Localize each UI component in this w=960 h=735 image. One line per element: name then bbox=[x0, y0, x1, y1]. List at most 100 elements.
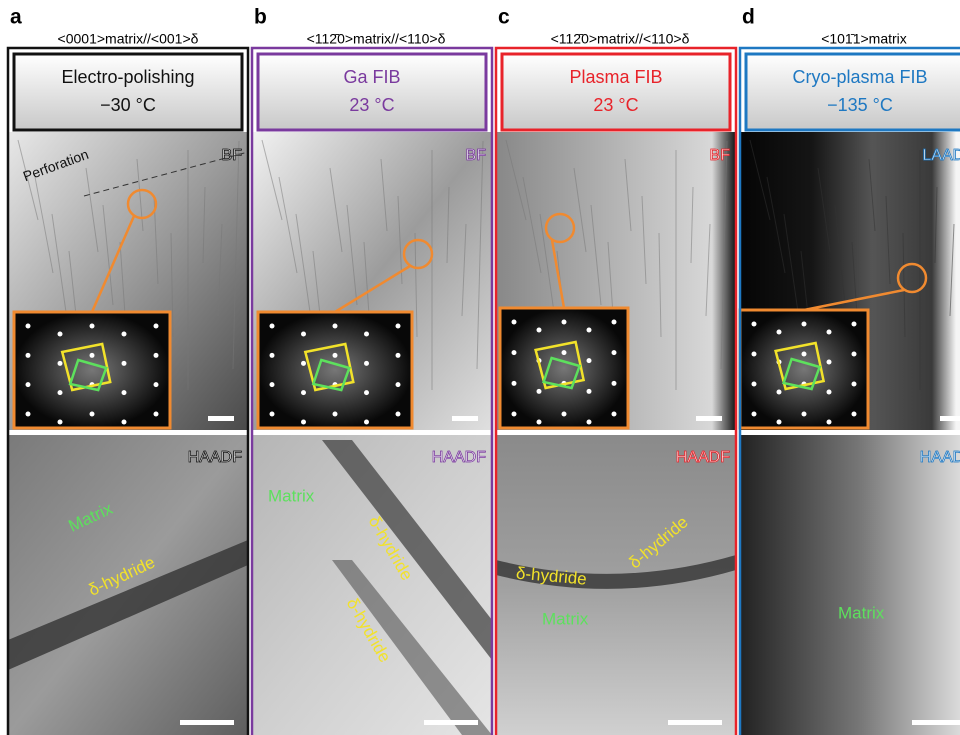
mode-label: HAADF bbox=[432, 449, 486, 466]
spot bbox=[611, 350, 617, 356]
spot bbox=[153, 411, 159, 417]
spot bbox=[851, 381, 857, 387]
texture bbox=[278, 176, 298, 274]
texture bbox=[414, 232, 418, 338]
spot bbox=[269, 352, 275, 358]
spot bbox=[751, 381, 757, 387]
spot bbox=[89, 352, 95, 358]
texture bbox=[658, 232, 662, 338]
arrow bbox=[334, 264, 411, 314]
temperature: −135 °C bbox=[827, 95, 893, 115]
spot bbox=[751, 321, 757, 327]
spot bbox=[561, 350, 567, 356]
texture bbox=[749, 139, 771, 221]
region-marker bbox=[544, 212, 576, 244]
spot bbox=[826, 419, 832, 425]
annotation: Matrix bbox=[542, 609, 589, 628]
texture bbox=[446, 186, 450, 264]
spot bbox=[301, 331, 306, 337]
mode-label: BF bbox=[466, 147, 487, 164]
texture bbox=[51, 213, 69, 327]
mode-label: LAADF bbox=[922, 147, 960, 164]
zone-axis: <112̄0>matrix//<110>δ bbox=[307, 31, 446, 47]
spot bbox=[801, 321, 807, 327]
column-frame bbox=[494, 46, 738, 735]
spot bbox=[153, 382, 159, 388]
texture bbox=[868, 158, 876, 232]
panel: b <112̄0>matrix//<110>δ Ga FIB 23 °C BF HAADF… bbox=[250, 6, 494, 735]
spot bbox=[611, 319, 617, 325]
method: Plasma FIB bbox=[569, 67, 662, 87]
pattern-yellow bbox=[774, 341, 826, 391]
method-box bbox=[12, 52, 244, 132]
spot bbox=[801, 351, 807, 357]
spot bbox=[301, 360, 306, 366]
method-box bbox=[500, 52, 732, 132]
spot bbox=[332, 411, 338, 417]
texture bbox=[102, 204, 114, 306]
diffraction-inset bbox=[498, 306, 630, 430]
mode-label: HAADF bbox=[188, 449, 242, 466]
pattern-yellow bbox=[534, 340, 586, 390]
panel: a <0001>matrix//<001>δ Electro-polishing −3… bbox=[6, 6, 250, 735]
spot bbox=[57, 419, 63, 425]
haadf-image bbox=[740, 435, 960, 735]
spot bbox=[25, 411, 31, 417]
texture bbox=[624, 158, 632, 232]
spot bbox=[57, 360, 63, 366]
spot bbox=[561, 411, 567, 417]
spot bbox=[121, 419, 127, 425]
zone-axis: <101̄1>matrix bbox=[821, 31, 907, 47]
temperature: −30 °C bbox=[100, 95, 156, 115]
texture bbox=[522, 176, 542, 274]
column-frame bbox=[250, 46, 494, 735]
spot bbox=[332, 323, 338, 329]
pattern-green bbox=[311, 358, 351, 392]
scale-bar bbox=[180, 720, 234, 725]
texture bbox=[329, 167, 343, 253]
texture bbox=[705, 223, 711, 317]
spot bbox=[851, 321, 857, 327]
spot bbox=[364, 419, 369, 425]
spot bbox=[776, 329, 782, 335]
scale-bar bbox=[452, 416, 478, 421]
spot bbox=[121, 390, 127, 396]
spot bbox=[826, 329, 832, 335]
spot bbox=[611, 411, 617, 417]
spot bbox=[57, 331, 63, 337]
arrow bbox=[550, 239, 566, 309]
spot bbox=[561, 319, 567, 325]
spot bbox=[586, 388, 592, 394]
texture bbox=[934, 186, 938, 264]
hydride-band bbox=[8, 540, 248, 670]
spot bbox=[121, 331, 127, 337]
spot bbox=[364, 360, 369, 366]
spot bbox=[511, 380, 517, 386]
column-frame bbox=[6, 46, 250, 735]
spot bbox=[364, 331, 369, 337]
annotation: Matrix bbox=[838, 603, 885, 622]
spot bbox=[536, 419, 542, 425]
texture bbox=[949, 223, 955, 317]
spot bbox=[332, 352, 338, 358]
spot bbox=[395, 411, 401, 417]
spot bbox=[89, 411, 95, 417]
scale-bar bbox=[208, 416, 234, 421]
haadf-image bbox=[8, 435, 248, 735]
texture bbox=[397, 195, 403, 285]
spot bbox=[801, 411, 807, 417]
spot bbox=[395, 323, 401, 329]
region-marker bbox=[896, 262, 928, 294]
texture bbox=[170, 232, 174, 338]
texture bbox=[817, 167, 831, 253]
texture bbox=[85, 167, 99, 253]
method-box bbox=[744, 52, 960, 132]
spot bbox=[395, 352, 401, 358]
spot bbox=[25, 382, 31, 388]
column-frame bbox=[738, 46, 960, 735]
texture bbox=[573, 167, 587, 253]
texture bbox=[476, 140, 484, 370]
texture bbox=[17, 139, 39, 221]
zone-axis: <112̄0>matrix//<110>δ bbox=[551, 31, 690, 47]
